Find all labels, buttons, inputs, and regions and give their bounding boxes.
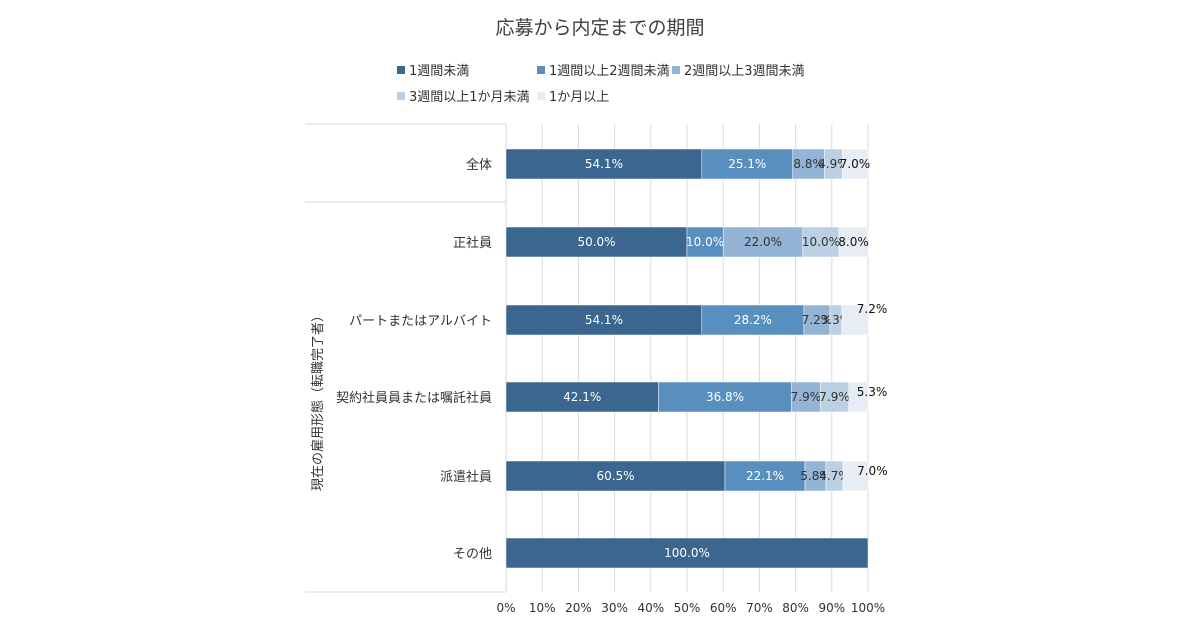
bar-segment [791, 381, 821, 413]
data-label: 4.9% [818, 157, 849, 171]
bar-segment [842, 148, 868, 180]
category-label: 正社員 [453, 235, 492, 251]
data-label: 8.0% [838, 235, 869, 249]
data-label: 7.9% [819, 390, 850, 404]
legend-label-5: 1か月以上 [549, 90, 609, 105]
data-label: 100.0% [664, 546, 710, 560]
x-tick-label: 90% [818, 601, 845, 615]
x-tick-label: 20% [565, 601, 592, 615]
category-separators [305, 123, 506, 593]
x-tick-label: 100% [851, 601, 885, 615]
legend-swatch-1 [397, 66, 405, 74]
category-label: 契約社員員または嘱託社員 [336, 390, 492, 406]
legend-label-2: 1週間以上2週間未満 [549, 64, 670, 79]
bar-segment [505, 381, 659, 413]
bar-segment [802, 226, 840, 258]
legend-label-1: 1週間未満 [409, 64, 469, 79]
legend-label-3: 2週間以上3週間未満 [684, 64, 805, 79]
data-label: 10.0% [686, 235, 724, 249]
x-tick-label: 40% [637, 601, 664, 615]
data-label: 5.3% [857, 385, 888, 399]
bars: 54.1% 25.1% 8.8%4.9%7.0%50.0% 10.0% 22.0% 10.… [505, 148, 888, 569]
data-label: 54.1% [585, 157, 623, 171]
data-label: 7.2% [857, 302, 888, 316]
legend-swatch-3 [672, 66, 680, 74]
bar-segment [505, 537, 869, 569]
x-tick-label: 80% [782, 601, 809, 615]
category-label: その他 [453, 547, 492, 562]
category-label: 全体 [466, 157, 492, 173]
category-label: パートまたはアルバイト [349, 314, 492, 329]
x-tick-label: 50% [674, 601, 701, 615]
legend-swatch-2 [537, 66, 545, 74]
category-label: 派遣社員 [440, 469, 492, 485]
data-label: 36.8% [706, 390, 744, 404]
bar-segment [838, 226, 869, 258]
data-label: 50.0% [577, 235, 615, 249]
y-axis-title: 現在の雇用形態（転職完了者） [310, 309, 326, 491]
bar-segment [658, 381, 792, 413]
gridlines [505, 124, 869, 592]
bar-segment [505, 226, 688, 258]
legend-swatch-4 [397, 92, 405, 100]
bar-segment [792, 148, 825, 180]
data-label: 54.1% [585, 313, 623, 327]
bar-segment [505, 304, 703, 336]
data-label: 8.8% [793, 157, 824, 171]
x-tick-label: 0% [496, 601, 515, 615]
bar-segment [701, 304, 805, 336]
bar-segment [686, 226, 724, 258]
bar-segment [803, 304, 831, 336]
data-label: 4.7% [819, 469, 850, 483]
data-label: 22.0% [744, 235, 782, 249]
data-label: 25.1% [728, 157, 766, 171]
bar-segment [841, 304, 869, 336]
data-label: 10.0% [802, 235, 840, 249]
data-label: 22.1% [746, 469, 784, 483]
data-label: 7.0% [857, 464, 888, 478]
bar-segment [505, 460, 726, 492]
data-label: 28.2% [734, 313, 772, 327]
x-tick-labels: 0% 10% 20% 30% 40% 50% 60% 70% 80% 90% 100% [496, 601, 885, 615]
bar-segment [722, 226, 804, 258]
bar-segment [842, 460, 869, 492]
legend: 1週間未満 1週間以上2週間未満 2週間以上3週間未満 3週間以上1か月未満 1か月以上 [397, 64, 805, 105]
data-label: 7.2% [802, 313, 833, 327]
data-label: 42.1% [563, 390, 601, 404]
data-label: 7.0% [840, 157, 871, 171]
legend-label-4: 3週間以上1か月未満 [409, 90, 530, 105]
bar-segment [724, 460, 806, 492]
data-label: 60.5% [596, 469, 634, 483]
data-label: 7.9% [791, 390, 822, 404]
x-tick-label: 30% [601, 601, 628, 615]
chart-title: 応募から内定までの期間 [495, 17, 704, 39]
bar-segment [848, 381, 869, 413]
x-tick-label: 70% [746, 601, 773, 615]
legend-swatch-5 [537, 92, 545, 100]
x-tick-label: 10% [529, 601, 556, 615]
x-tick-label: 60% [710, 601, 737, 615]
data-label: 5.8% [800, 469, 831, 483]
